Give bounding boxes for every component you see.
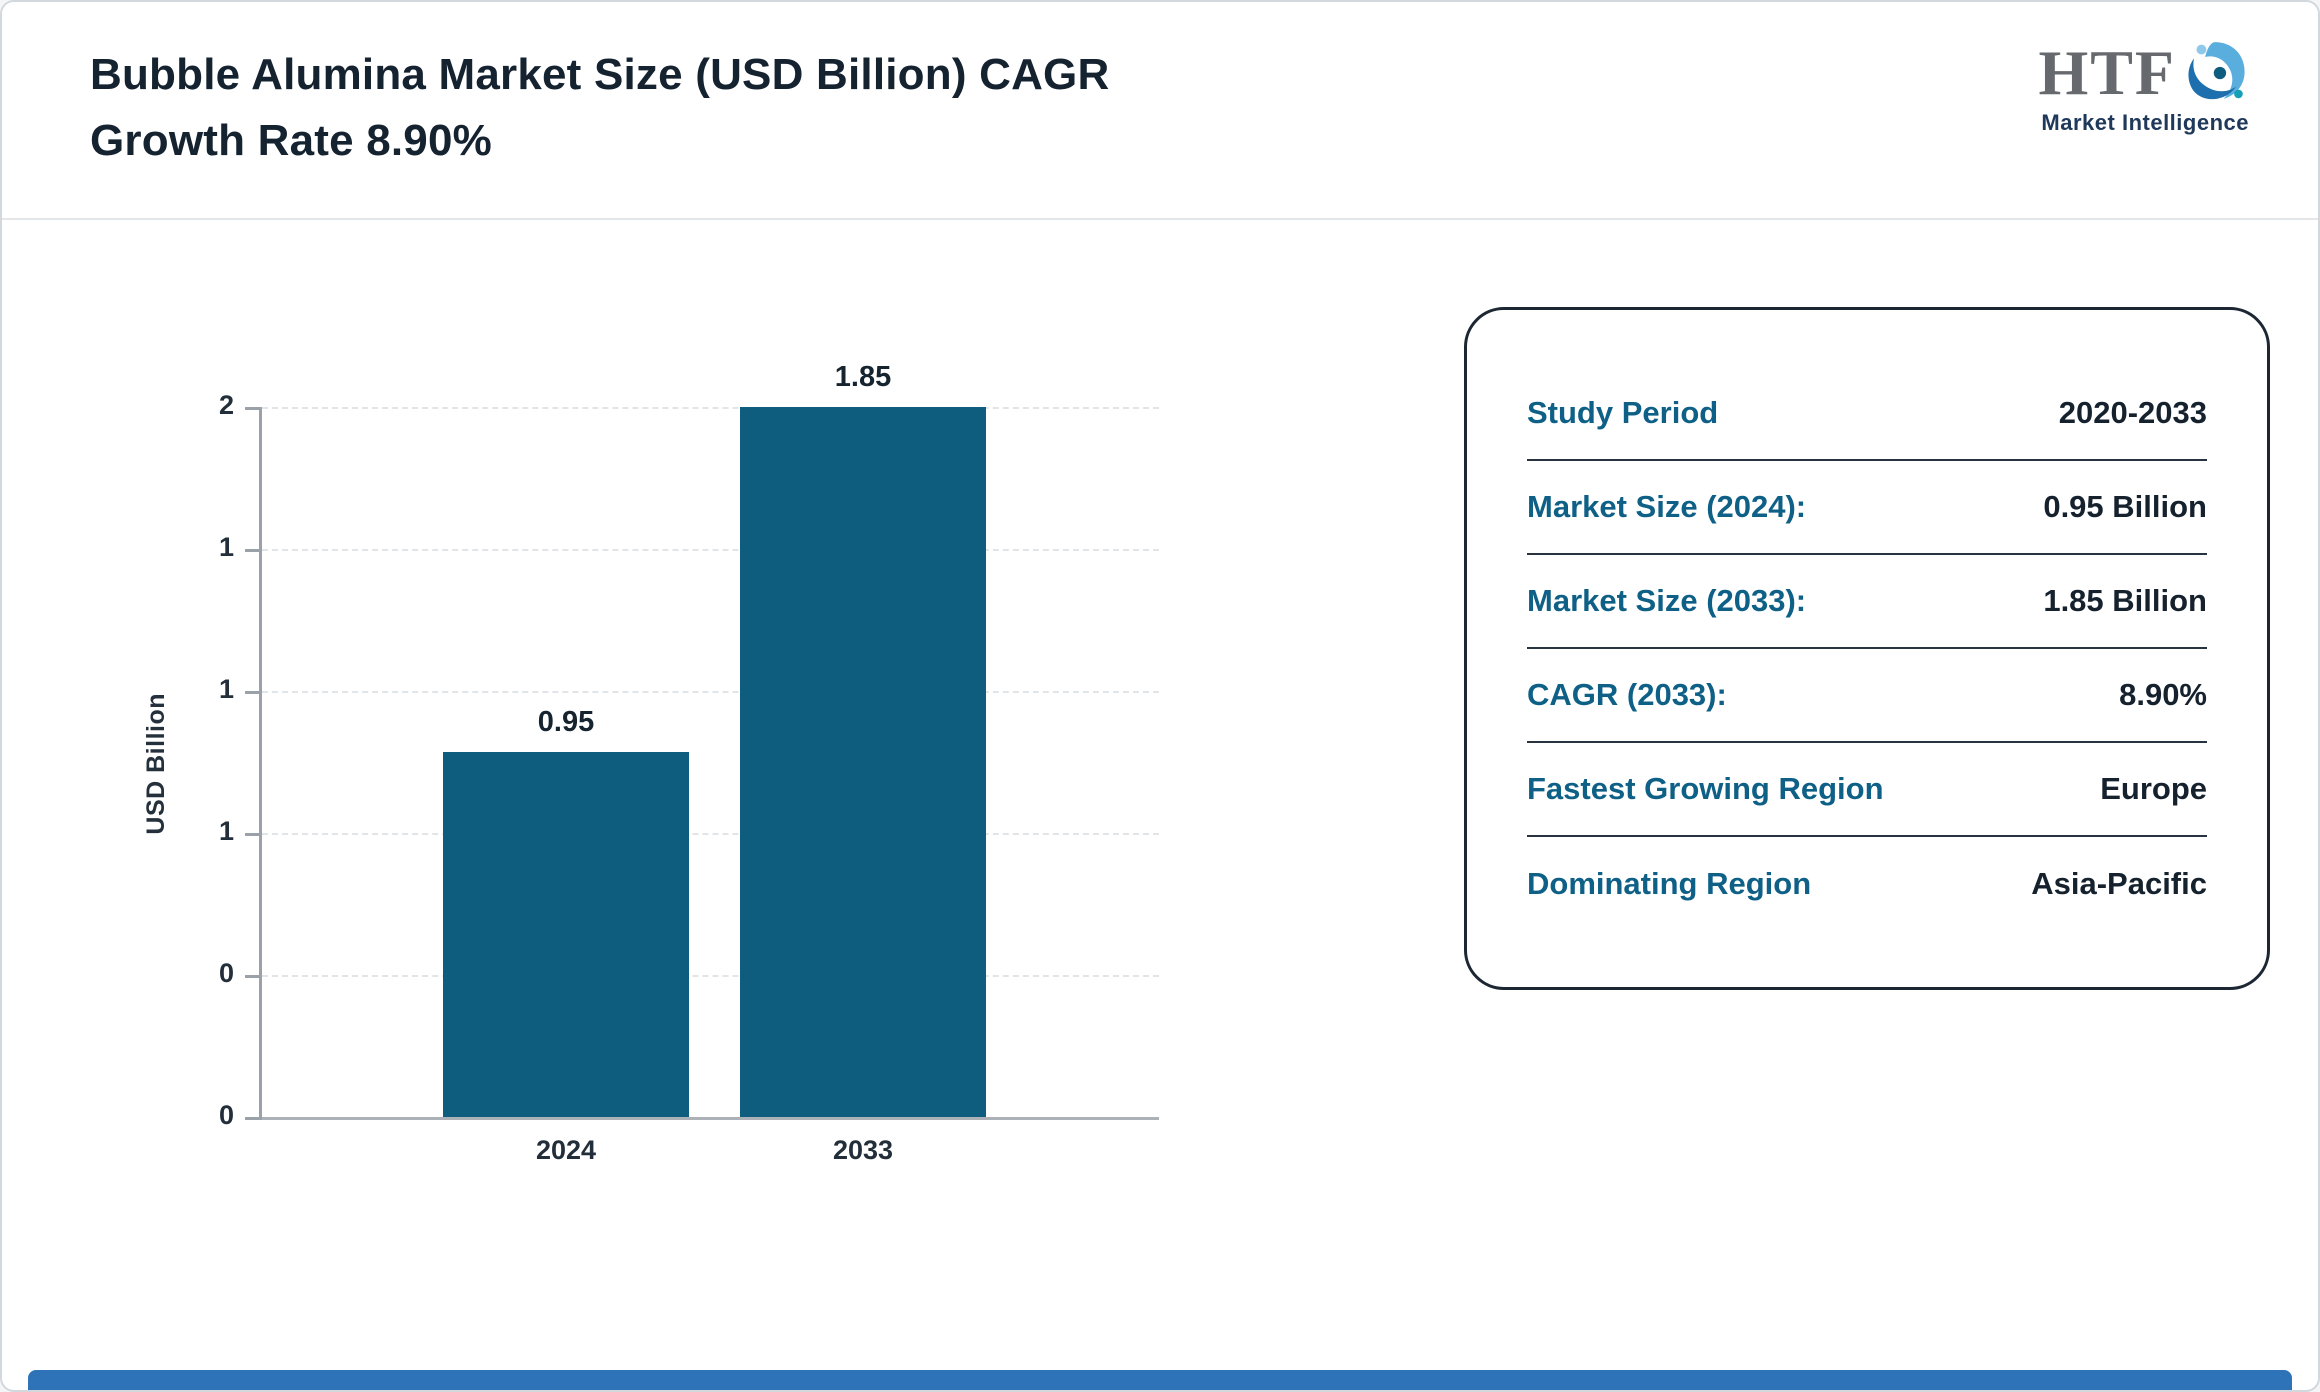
summary-row-dominating-region: Dominating Region Asia-Pacific — [1527, 837, 2207, 931]
market-summary-panel: Study Period 2020-2033 Market Size (2024… — [1464, 307, 2270, 990]
y-tick-label: 1 — [218, 815, 234, 846]
htf-logo-subtext: Market Intelligence — [2041, 110, 2249, 135]
y-tick-label: 2 — [218, 389, 234, 420]
bar-2024-rect — [443, 752, 689, 1117]
bar-chart-plot: 2 1 1 1 0 0 0.95 — [219, 361, 1159, 1165]
y-tick-label: 1 — [218, 673, 234, 704]
gridline — [262, 975, 1159, 977]
htf-logo-text: HTF — [2038, 37, 2176, 108]
bar-2033-value-label: 1.85 — [834, 361, 892, 393]
page-title-line2: Growth Rate 8.90% — [90, 116, 492, 165]
summary-row-label: Study Period — [1527, 394, 1719, 430]
htf-logo-top: HTF — [2038, 36, 2252, 110]
header: Bubble Alumina Market Size (USD Billion)… — [2, 2, 2318, 220]
htf-logo: HTF Market Intelligence — [2038, 36, 2252, 136]
summary-row-label: CAGR (2033): — [1527, 676, 1727, 712]
summary-row-label: Dominating Region — [1527, 865, 1812, 901]
summary-row-label: Fastest Growing Region — [1527, 770, 1884, 806]
summary-row-value: 2020-2033 — [2058, 394, 2207, 430]
gridline — [262, 833, 1159, 835]
summary-row-study-period: Study Period 2020-2033 — [1527, 367, 2207, 461]
y-axis-title: USD Billion — [142, 407, 171, 1120]
bar-2033-rect — [740, 407, 986, 1117]
y-axis-title-text: USD Billion — [142, 692, 170, 835]
summary-row-value: Asia-Pacific — [2031, 865, 2207, 901]
y-tick-mark — [245, 1117, 262, 1120]
x-tick-label-2033: 2033 — [832, 1135, 894, 1165]
gridline — [262, 407, 1159, 409]
page-title-line1: Bubble Alumina Market Size (USD Billion)… — [90, 50, 1110, 99]
summary-row-value: 0.95 Billion — [2043, 488, 2207, 524]
gridline — [262, 691, 1159, 693]
summary-row-market-size-2024: Market Size (2024): 0.95 Billion — [1527, 461, 2207, 555]
y-tick-mark — [245, 549, 262, 552]
footer-accent-bar — [28, 1370, 2292, 1390]
y-tick-mark — [245, 833, 262, 836]
page-title: Bubble Alumina Market Size (USD Billion)… — [90, 42, 1109, 174]
summary-row-cagr: CAGR (2033): 8.90% — [1527, 649, 2207, 743]
summary-row-value: 8.90% — [2119, 676, 2207, 712]
y-tick-label: 0 — [218, 1099, 234, 1130]
y-tick-mark — [245, 975, 262, 978]
y-tick-label: 0 — [218, 957, 234, 988]
bar-2024: 0.95 — [443, 706, 689, 1117]
bar-2033: 1.85 — [740, 361, 986, 1117]
y-tick-mark — [245, 691, 262, 694]
summary-row-value: 1.85 Billion — [2043, 582, 2207, 618]
summary-row-value: Europe — [2100, 770, 2207, 806]
gridline — [262, 549, 1159, 551]
y-tick-mark — [245, 407, 262, 410]
summary-row-label: Market Size (2024): — [1527, 488, 1807, 524]
y-tick-label: 1 — [218, 531, 234, 562]
summary-row-label: Market Size (2033): — [1527, 582, 1807, 618]
bar-2024-value-label: 0.95 — [537, 706, 595, 739]
summary-row-fastest-growing-region: Fastest Growing Region Europe — [1527, 743, 2207, 837]
x-tick-label-2024: 2024 — [535, 1135, 597, 1165]
summary-row-market-size-2033: Market Size (2033): 1.85 Billion — [1527, 555, 2207, 649]
logo-swirl-icon — [2188, 42, 2245, 100]
